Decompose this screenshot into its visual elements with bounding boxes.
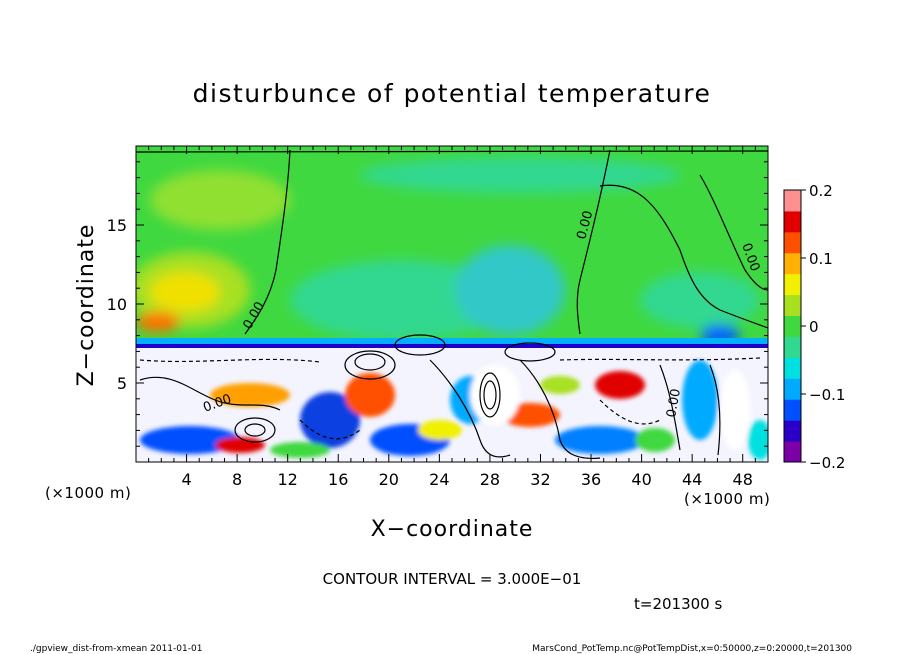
x-tick-label: 36 [581, 470, 601, 489]
time-text: t=201300 s [634, 595, 722, 613]
lower-mix-3 [540, 376, 580, 394]
colorbar-segment [784, 378, 801, 400]
x-tick-label: 4 [181, 470, 191, 489]
colorbar-segment [784, 273, 801, 296]
x-tick-label: 48 [733, 470, 753, 489]
colorbar-segment [784, 210, 801, 233]
y-axis-title: Z−coordinate [74, 224, 99, 387]
x-tick-label: 28 [480, 470, 500, 489]
contour-vortex-8 [244, 423, 266, 437]
lower-mix-1 [270, 442, 330, 458]
colorbar-segment [784, 399, 801, 421]
y-tick-label: 5 [117, 374, 127, 393]
lower-cold-1 [140, 426, 240, 454]
colorbar-segment [784, 420, 801, 442]
y-axis: 5 10 15 [107, 161, 768, 447]
colorbar-segment [784, 294, 801, 317]
y-tick-label: 15 [107, 216, 127, 235]
cool-band-top [360, 157, 680, 193]
plot-area: 0.00 0.00 0.00 0.00 0.00 [136, 146, 768, 462]
lower-cold-7 [748, 420, 768, 460]
colorbar-segment [784, 231, 801, 254]
colorbar [784, 190, 801, 463]
contour-lower-2 [429, 359, 511, 458]
contour-vortex-7 [234, 417, 276, 443]
contour-vortex-5 [394, 334, 446, 356]
contour-dashed-2 [559, 357, 761, 361]
contour-label-2: 0.00 [574, 209, 596, 241]
warm-core-left [150, 272, 220, 312]
x-tick-label: 12 [278, 470, 298, 489]
contour-interval-text: CONTOUR INTERVAL = 3.000E−01 [323, 570, 582, 588]
colorbar-tick-label: 0 [809, 318, 819, 336]
contour-zero-left [244, 149, 291, 335]
colorbar-segment [784, 441, 801, 463]
colorbar-segment [784, 357, 801, 379]
contour-lower-5 [709, 364, 721, 456]
x-tick-label: 44 [682, 470, 702, 489]
lower-warm-6 [215, 437, 265, 453]
contour-vortex-4 [354, 353, 386, 371]
cool-band-right [640, 272, 760, 328]
x-axis-title: X−coordinate [371, 517, 534, 542]
contour-vortex-2 [483, 380, 497, 410]
colorbar-segment [784, 252, 801, 275]
lower-cold-5 [555, 426, 645, 454]
colorbar-segment [784, 315, 801, 337]
x-tick-label: 8 [232, 470, 242, 489]
x-tick-label: 40 [631, 470, 651, 489]
lower-warm-2 [345, 373, 395, 417]
contour-vortex-1 [479, 372, 501, 418]
x-tick-label: 20 [379, 470, 399, 489]
x-tick-label: 32 [530, 470, 550, 489]
footer-left: ./gpview_dist-from-xmean 2011-01-01 [30, 644, 202, 654]
cool-core-mid [455, 245, 565, 335]
contour-lower-1 [139, 376, 281, 411]
y-tick-label: 10 [107, 295, 127, 314]
colorbar-tick-label: 0.1 [809, 250, 833, 268]
contour-label-5: 0.00 [664, 388, 684, 419]
colorbar-ticks: 0.2 0.1 0 −0.1 −0.2 [801, 182, 845, 472]
lower-cold-2 [300, 392, 360, 448]
colorbar-segment [784, 336, 801, 358]
contour-vortex-3 [344, 350, 396, 380]
contour-dashed-1 [139, 358, 321, 363]
x-axis: 4 8 12 16 20 24 28 32 36 40 44 48 [148, 146, 756, 489]
colorbar-tick-label: 0.2 [809, 182, 833, 200]
lower-mix-2 [635, 428, 675, 452]
x-tick-label: 16 [328, 470, 348, 489]
contour-vortex-6 [504, 342, 556, 362]
lower-cold-6 [682, 360, 718, 440]
lower-warm-5 [595, 371, 645, 399]
warm-blob-upper [150, 170, 290, 230]
colorbar-tick-label: −0.2 [809, 454, 845, 472]
contour-lower-4 [659, 364, 681, 451]
inversion-band [136, 338, 768, 348]
colorbar-tick-label: −0.1 [809, 386, 845, 404]
lower-white-2 [720, 370, 750, 450]
colorbar-segment [784, 190, 801, 212]
footer-right: MarsCond_PotTemp.nc@PotTempDist,x=0:5000… [532, 644, 852, 654]
contour-dashed-3 [599, 399, 661, 425]
contour-dashed-4 [299, 419, 361, 440]
lower-white-1 [470, 365, 520, 425]
x-unit-label-right: (×1000 m) [684, 490, 770, 508]
hot-core-left [136, 312, 180, 332]
contour-zero-right-b [599, 184, 768, 329]
x-unit-label-left: (×1000 m) [45, 484, 131, 502]
x-tick-label: 24 [429, 470, 449, 489]
inversion-line [136, 344, 768, 348]
lower-warm-1 [210, 383, 290, 407]
contour-lower-3 [519, 359, 601, 460]
chart-title: disturbunce of potential temperature [193, 79, 712, 108]
contour-zero-far-right [699, 174, 768, 291]
cool-band-mid [290, 260, 510, 340]
lower-warm-3 [418, 420, 462, 440]
